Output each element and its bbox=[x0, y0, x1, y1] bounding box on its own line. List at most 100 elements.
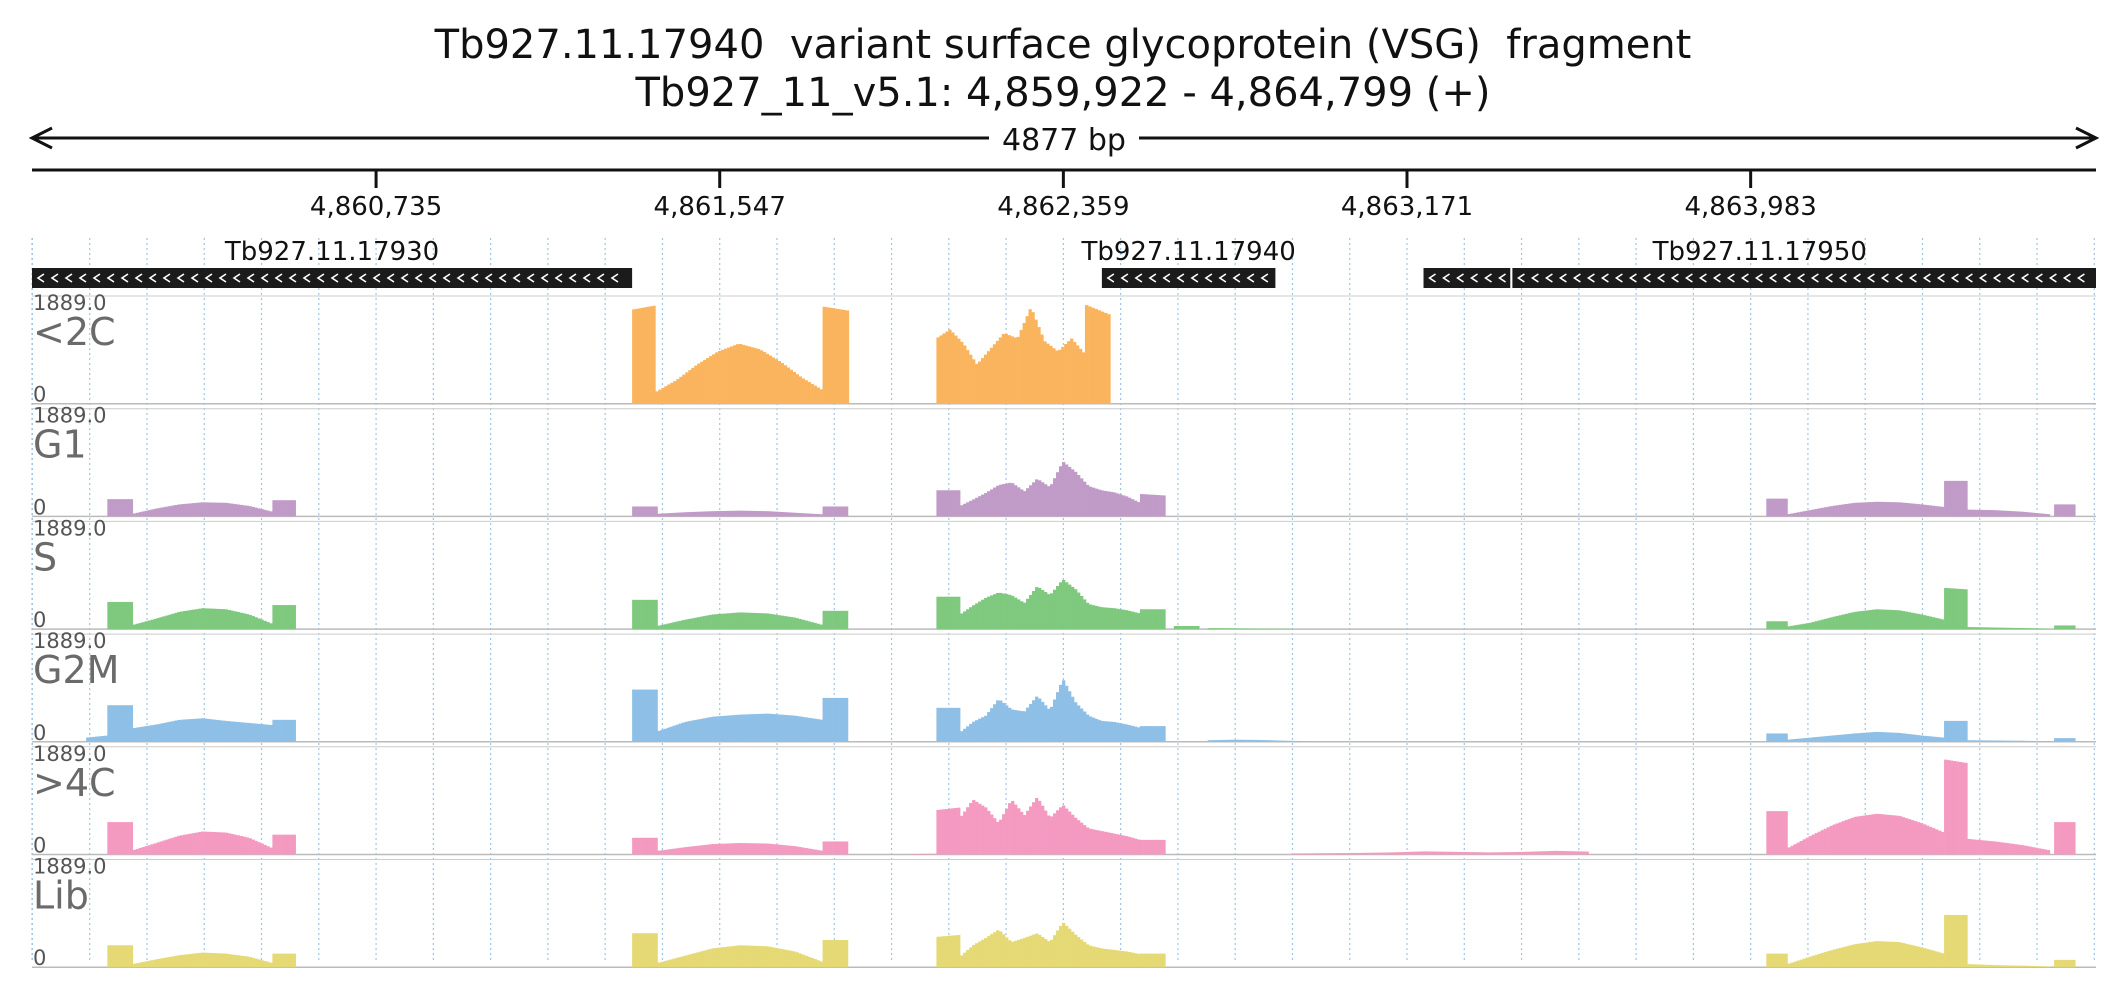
coverage-bar bbox=[1307, 853, 1311, 855]
coverage-bar bbox=[975, 943, 979, 968]
coverage-bar bbox=[1790, 962, 1794, 968]
coverage-bar bbox=[1295, 853, 1299, 855]
coverage-bar bbox=[825, 940, 830, 968]
coverage-bar bbox=[675, 724, 679, 742]
coverage-bar bbox=[990, 595, 994, 630]
coverage-bar bbox=[1844, 734, 1849, 742]
coverage-bar bbox=[286, 719, 291, 742]
coverage-bar bbox=[1014, 485, 1018, 517]
coverage-bar bbox=[269, 962, 273, 968]
coverage-bar bbox=[1040, 334, 1044, 404]
coverage-bar bbox=[1901, 943, 1906, 968]
coverage-bar bbox=[669, 726, 673, 742]
coverage-bar bbox=[1429, 851, 1434, 855]
coverage-bar bbox=[1083, 941, 1087, 968]
coverage-bar bbox=[951, 935, 955, 968]
coverage-bar bbox=[753, 714, 757, 742]
span-label-bg bbox=[989, 118, 1139, 158]
coverage-bar bbox=[816, 514, 820, 517]
coverage-bar bbox=[1106, 949, 1111, 968]
coverage-bar bbox=[1775, 811, 1779, 855]
coverage-bar bbox=[774, 359, 779, 404]
coverage-bar bbox=[281, 953, 285, 968]
coverage-bar bbox=[933, 853, 937, 855]
coverage-bar bbox=[792, 512, 796, 517]
coverage-bar bbox=[1910, 734, 1915, 742]
coverage-bar bbox=[954, 335, 958, 404]
coverage-bar bbox=[948, 935, 952, 968]
coverage-bar bbox=[260, 960, 264, 968]
coverage-bar bbox=[1534, 851, 1538, 855]
coverage-bar bbox=[110, 705, 114, 742]
coverage-bar bbox=[1835, 505, 1839, 517]
coverage-bar bbox=[1086, 602, 1090, 630]
coverage-bar bbox=[1495, 852, 1500, 855]
coverage-bar bbox=[183, 954, 187, 968]
coverage-bar bbox=[1489, 852, 1494, 855]
coverage-bar bbox=[654, 506, 658, 517]
coverage-bar bbox=[1050, 593, 1054, 630]
coverage-bar bbox=[999, 592, 1003, 630]
coverage-bar bbox=[1787, 626, 1791, 630]
chevron-left-icon bbox=[442, 273, 451, 283]
coverage-bar bbox=[954, 596, 958, 630]
coverage-bar bbox=[1031, 312, 1035, 404]
coverage-bar bbox=[735, 714, 739, 742]
coverage-bar bbox=[1207, 740, 1212, 742]
coverage-bar bbox=[1996, 841, 2001, 855]
coverage-bar bbox=[978, 601, 982, 630]
coverage-bar bbox=[756, 713, 760, 742]
coverage-bar bbox=[1528, 851, 1533, 855]
coverage-bar bbox=[1080, 478, 1084, 517]
coverage-bar bbox=[813, 385, 817, 404]
coverage-bar bbox=[1044, 705, 1048, 742]
coverage-bar bbox=[207, 952, 211, 968]
coverage-bar bbox=[1355, 852, 1359, 855]
coverage-bar bbox=[798, 513, 802, 517]
coverage-bar bbox=[2060, 625, 2064, 630]
coverage-bar bbox=[1162, 953, 1166, 968]
coverage-bar bbox=[810, 383, 814, 404]
coverage-bar bbox=[765, 713, 769, 742]
coverage-bar bbox=[841, 610, 846, 630]
coverage-bar bbox=[1234, 739, 1239, 742]
coverage-bar bbox=[732, 945, 736, 968]
coverage-bar bbox=[1441, 851, 1446, 855]
coverage-bar bbox=[801, 619, 805, 630]
coverage-bar bbox=[1014, 940, 1018, 968]
coverage-bar bbox=[644, 837, 649, 855]
coverage-bar bbox=[795, 846, 799, 855]
coverage-bar bbox=[1862, 732, 1867, 742]
coverage-bar bbox=[227, 721, 232, 742]
coverage-bar bbox=[841, 697, 846, 742]
coverage-bar bbox=[1412, 851, 1416, 855]
coverage-bar bbox=[1922, 824, 1927, 855]
coverage-bar bbox=[233, 721, 238, 742]
coverage-bar bbox=[183, 719, 187, 742]
coverage-bar bbox=[635, 689, 639, 742]
coverage-bar bbox=[1231, 628, 1236, 630]
coverage-bar bbox=[1077, 705, 1081, 742]
coverage-bar bbox=[828, 940, 833, 968]
coverage-bar bbox=[996, 592, 1000, 630]
chevron-left-icon bbox=[288, 273, 297, 283]
coverage-bar bbox=[269, 623, 273, 630]
coverage-bar bbox=[1403, 851, 1407, 855]
coverage-bar bbox=[1213, 628, 1218, 630]
coverage-bar bbox=[1231, 739, 1236, 742]
coverage-bar bbox=[1071, 696, 1075, 742]
coverage-bar bbox=[1979, 627, 1983, 630]
coverage-bar bbox=[638, 837, 642, 855]
coverage-bar bbox=[141, 726, 145, 742]
coverage-bar bbox=[780, 714, 784, 742]
coverage-bar bbox=[159, 841, 163, 855]
coverage-bar bbox=[1038, 934, 1042, 968]
coverage-bar bbox=[1778, 733, 1782, 742]
coverage-bar bbox=[204, 608, 208, 630]
coverage-bar bbox=[104, 735, 108, 742]
coverage-bar bbox=[660, 624, 664, 630]
coverage-bar bbox=[747, 714, 751, 742]
coverage-bar bbox=[735, 612, 739, 630]
coverage-bar bbox=[1010, 336, 1014, 404]
coverage-bar bbox=[1301, 853, 1305, 855]
